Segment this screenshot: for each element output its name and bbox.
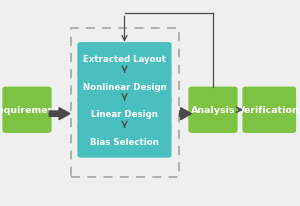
FancyBboxPatch shape <box>77 98 172 131</box>
FancyBboxPatch shape <box>188 87 238 133</box>
FancyBboxPatch shape <box>77 43 172 76</box>
FancyBboxPatch shape <box>77 125 172 158</box>
Bar <box>70 29 178 177</box>
Text: Verification: Verification <box>238 106 300 115</box>
FancyBboxPatch shape <box>2 87 52 133</box>
Text: Requirements: Requirements <box>0 106 64 115</box>
FancyBboxPatch shape <box>242 87 296 133</box>
Text: Linear Design: Linear Design <box>91 110 158 119</box>
Text: Bias Selection: Bias Selection <box>90 137 159 146</box>
Text: Analysis: Analysis <box>191 106 235 115</box>
FancyArrow shape <box>180 108 191 120</box>
FancyBboxPatch shape <box>77 70 172 103</box>
Text: Nonlinear Design: Nonlinear Design <box>82 82 166 91</box>
FancyArrow shape <box>49 108 70 120</box>
Text: Extracted Layout: Extracted Layout <box>83 55 166 64</box>
